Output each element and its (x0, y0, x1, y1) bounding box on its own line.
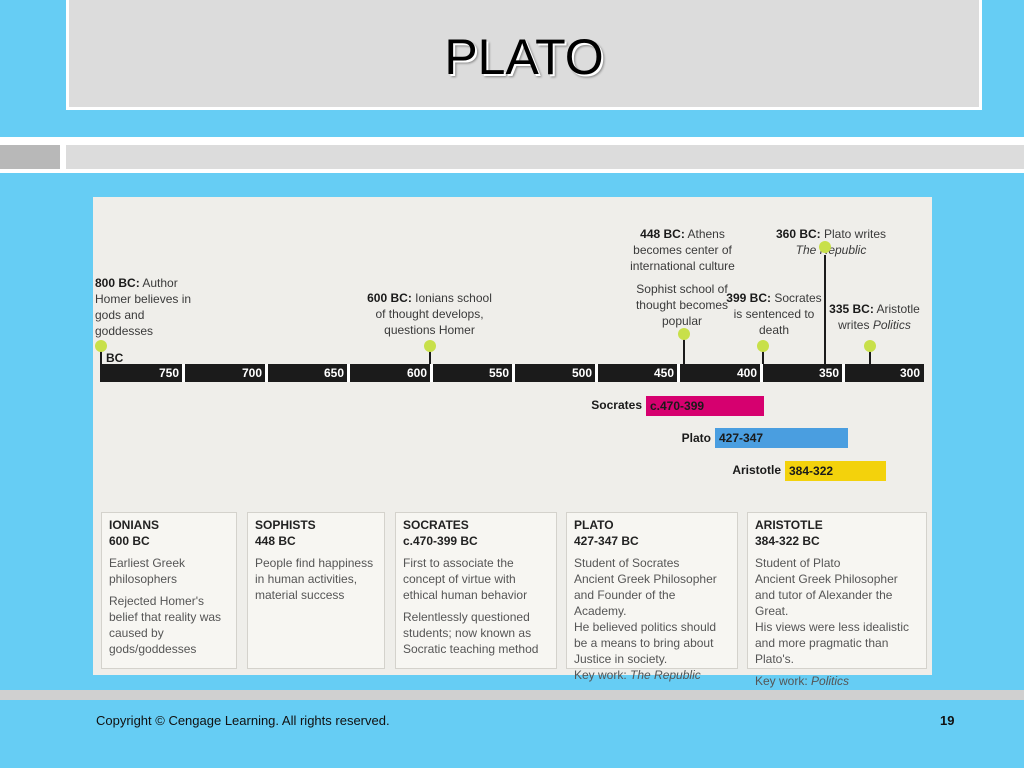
card-plato-text-2: Ancient Greek Philosopher and Founder of… (574, 572, 717, 618)
event-socrates-death-date: 399 BC: (726, 291, 771, 305)
connector-socrates-death (762, 350, 764, 366)
lifespan-label-socrates: Socrates (591, 398, 642, 412)
event-ionians-text: Ionians school of thought develops, ques… (375, 291, 492, 337)
footer-divider (0, 690, 1024, 700)
card-socrates-text-2: Relentlessly questioned students; now kn… (403, 610, 539, 656)
card-plato-date: 427-347 BC (574, 534, 639, 548)
card-socrates-title: SOCRATES (403, 518, 469, 532)
axis-tick-label: 650 (323, 366, 344, 380)
divider-accent-right (66, 145, 1024, 169)
card-plato-key-work: Key work: The Republic (574, 667, 730, 683)
marker-socrates-death-dot (757, 340, 769, 352)
marker-homer-dot (95, 340, 107, 352)
card-ionians-text-2: Rejected Homer's belief that reality was… (109, 594, 222, 656)
event-athens: 448 BC: Athens becomes center of interna… (626, 226, 739, 274)
axis-tick-label: 700 (241, 366, 262, 380)
card-sophists-title: SOPHISTS (255, 518, 316, 532)
lifespan-bar-plato: 427-347 (715, 428, 848, 448)
event-sophist-text: Sophist school of thought becomes popula… (635, 282, 729, 328)
card-aristotle-text-1: Student of Plato (755, 556, 841, 570)
event-republic-text: Plato writes (824, 227, 887, 241)
connector-homer (100, 350, 102, 366)
event-athens-text: Athens becomes center of international c… (630, 227, 735, 273)
title-box: PLATO (66, 0, 982, 110)
axis-divider (430, 364, 433, 382)
axis-divider (760, 364, 763, 382)
event-aristotle-politics-work: Politics (872, 318, 911, 332)
event-republic: 360 BC: Plato writes The Republic (772, 226, 890, 258)
lifespan-bar-socrates: c.470-399 (646, 396, 764, 416)
card-aristotle-date: 384-322 BC (755, 534, 820, 548)
card-aristotle-title: ARISTOTLE (755, 518, 823, 532)
event-ionians: 600 BC: Ionians school of thought develo… (362, 290, 497, 338)
card-aristotle: ARISTOTLE 384-322 BC Student of Plato An… (747, 512, 927, 688)
card-ionians-text-1: Earliest Greek philosophers (109, 556, 186, 586)
card-sophists-text-1: People find happiness in human activitie… (255, 556, 374, 602)
axis-tick-label: 600 (406, 366, 427, 380)
event-homer: 800 BC: Author Homer believes in gods an… (95, 275, 195, 339)
axis-divider (347, 364, 350, 382)
card-plato-key-title: The Republic (630, 668, 701, 682)
axis-divider (842, 364, 845, 382)
marker-ionians-dot (424, 340, 436, 352)
event-republic-date: 360 BC: (775, 227, 821, 241)
card-socrates-text-1: First to associate the concept of virtue… (403, 556, 528, 602)
connector-ionians (429, 350, 431, 366)
axis-tick-label: 350 (818, 366, 839, 380)
card-aristotle-key-title: Politics (811, 674, 850, 688)
card-sophists-date: 448 BC (255, 534, 296, 548)
card-socrates: SOCRATES c.470-399 BC First to associate… (395, 512, 557, 669)
card-plato-text-1: Student of Socrates (574, 556, 680, 570)
event-aristotle-politics-date: 335 BC: (829, 302, 874, 316)
card-aristotle-key-label: Key work: (755, 674, 808, 688)
card-plato-text-3: He believed politics should be a means t… (574, 620, 717, 666)
lifespan-label-plato: Plato (681, 431, 711, 445)
lifespan-bar-aristotle: 384-322 (785, 461, 886, 481)
connector-aristotle-politics (869, 350, 871, 366)
marker-athens-dot (678, 328, 690, 340)
axis-divider (677, 364, 680, 382)
axis-divider (182, 364, 185, 382)
lifespan-label-aristotle: Aristotle (732, 463, 781, 477)
axis-divider (512, 364, 515, 382)
axis-tick-label: 500 (571, 366, 592, 380)
axis-divider (265, 364, 268, 382)
card-plato-title: PLATO (574, 518, 614, 532)
event-sophist: Sophist school of thought becomes popula… (634, 281, 730, 329)
marker-republic-dot (819, 241, 831, 253)
marker-aristotle-politics-dot (864, 340, 876, 352)
card-aristotle-text-2: Ancient Greek Philosopher and tutor of A… (755, 572, 898, 618)
event-republic-work: The Republic (795, 243, 867, 257)
axis-divider (595, 364, 598, 382)
event-homer-date: 800 BC: (95, 276, 140, 290)
event-homer-text: Author Homer believes in gods and goddes… (95, 276, 192, 338)
card-socrates-date: c.470-399 BC (403, 534, 478, 548)
axis-tick-label: 300 (899, 366, 920, 380)
connector-athens (683, 336, 685, 366)
event-aristotle-politics-text: Aristotle writes (838, 302, 920, 332)
copyright-text: Copyright © Cengage Learning. All rights… (96, 713, 390, 728)
card-sophists: SOPHISTS 448 BC People find happiness in… (247, 512, 385, 669)
card-plato: PLATO 427-347 BC Student of Socrates Anc… (566, 512, 738, 682)
event-socrates-death: 399 BC: Socrates is sentenced to death (726, 290, 822, 338)
event-ionians-date: 600 BC: (367, 291, 412, 305)
event-socrates-death-text: Socrates is sentenced to death (733, 291, 822, 337)
axis-tick-label: 400 (736, 366, 757, 380)
event-athens-date: 448 BC: (640, 227, 685, 241)
card-plato-key-label: Key work: (574, 668, 627, 682)
axis-unit-label: BC (106, 351, 124, 365)
divider-accent-left (0, 145, 60, 169)
axis-tick-label: 750 (158, 366, 179, 380)
axis-tick-label: 450 (653, 366, 674, 380)
slide-title: PLATO (444, 29, 604, 85)
event-aristotle-politics: 335 BC: Aristotle writes Politics (827, 301, 922, 333)
card-ionians-date: 600 BC (109, 534, 150, 548)
card-aristotle-key-work: Key work: Politics (755, 673, 919, 689)
axis-tick-label: 550 (488, 366, 509, 380)
card-ionians: IONIANS 600 BC Earliest Greek philosophe… (101, 512, 237, 669)
page-number: 19 (940, 713, 955, 728)
card-ionians-title: IONIANS (109, 518, 160, 532)
connector-republic (824, 255, 826, 366)
card-aristotle-text-3: His views were less idealistic and more … (755, 620, 910, 666)
